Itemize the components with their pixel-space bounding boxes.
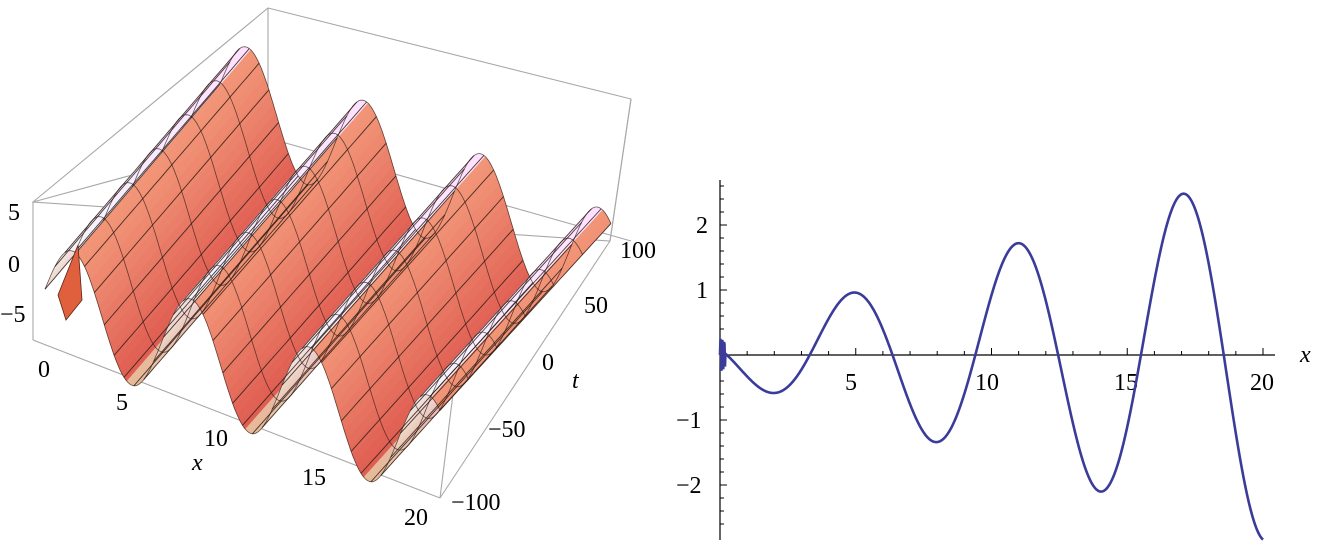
y-tick-label: 1	[696, 278, 708, 304]
t-axis-label: t	[572, 368, 580, 394]
x-tick-label: 0	[38, 357, 50, 383]
mesh-line	[132, 148, 526, 388]
t-tick-label: −100	[451, 490, 501, 516]
t-axis-3d: 100 50 0 −50 −100 t	[451, 238, 656, 516]
box-edge	[439, 240, 611, 499]
x-tick-label: 10	[975, 370, 999, 396]
y-tick-label: −2	[676, 473, 702, 499]
x-tick-label: 15	[302, 465, 326, 491]
z-tick-label: −5	[0, 302, 26, 328]
x-axis-label: x	[1299, 342, 1311, 368]
mesh-line	[44, 250, 441, 483]
x-tick-label: 5	[116, 390, 128, 416]
mesh-line	[190, 80, 583, 324]
x-axis-3d: 0 5 10 15 20 x	[38, 357, 428, 531]
line-plot: 5 10 15 20 x 2 1 −1 −2	[676, 180, 1311, 541]
mesh-line	[219, 46, 612, 292]
x-tick-label: 5	[845, 370, 857, 396]
mesh-line	[73, 216, 469, 451]
x-tick-label: 20	[404, 505, 428, 531]
z-tick-label: 5	[8, 200, 20, 226]
surface-plot: 5 0 −5 0 5 10 15 20 x 100 50 0 −50 −100 …	[0, 7, 656, 531]
t-tick-label: 0	[542, 350, 554, 376]
t-tick-label: −50	[488, 417, 526, 443]
tick-marks	[720, 185, 1264, 525]
mesh-line	[161, 114, 555, 356]
y-tick-label: 2	[696, 213, 708, 239]
t-tick-label: 50	[584, 293, 608, 319]
mesh-line	[102, 182, 498, 419]
series-line	[718, 192, 1264, 541]
surface-mesh	[44, 46, 612, 483]
z-tick-label: 0	[8, 252, 20, 278]
surface-end-face	[57, 244, 83, 321]
x-tick-label: 10	[204, 426, 228, 452]
y-tick-label: −1	[676, 408, 702, 434]
box-edge	[609, 98, 632, 242]
x-axis-label: x	[191, 450, 203, 476]
x-tick-label: 20	[1250, 370, 1274, 396]
z-axis: 5 0 −5	[0, 200, 26, 328]
t-tick-label: 100	[620, 238, 656, 264]
